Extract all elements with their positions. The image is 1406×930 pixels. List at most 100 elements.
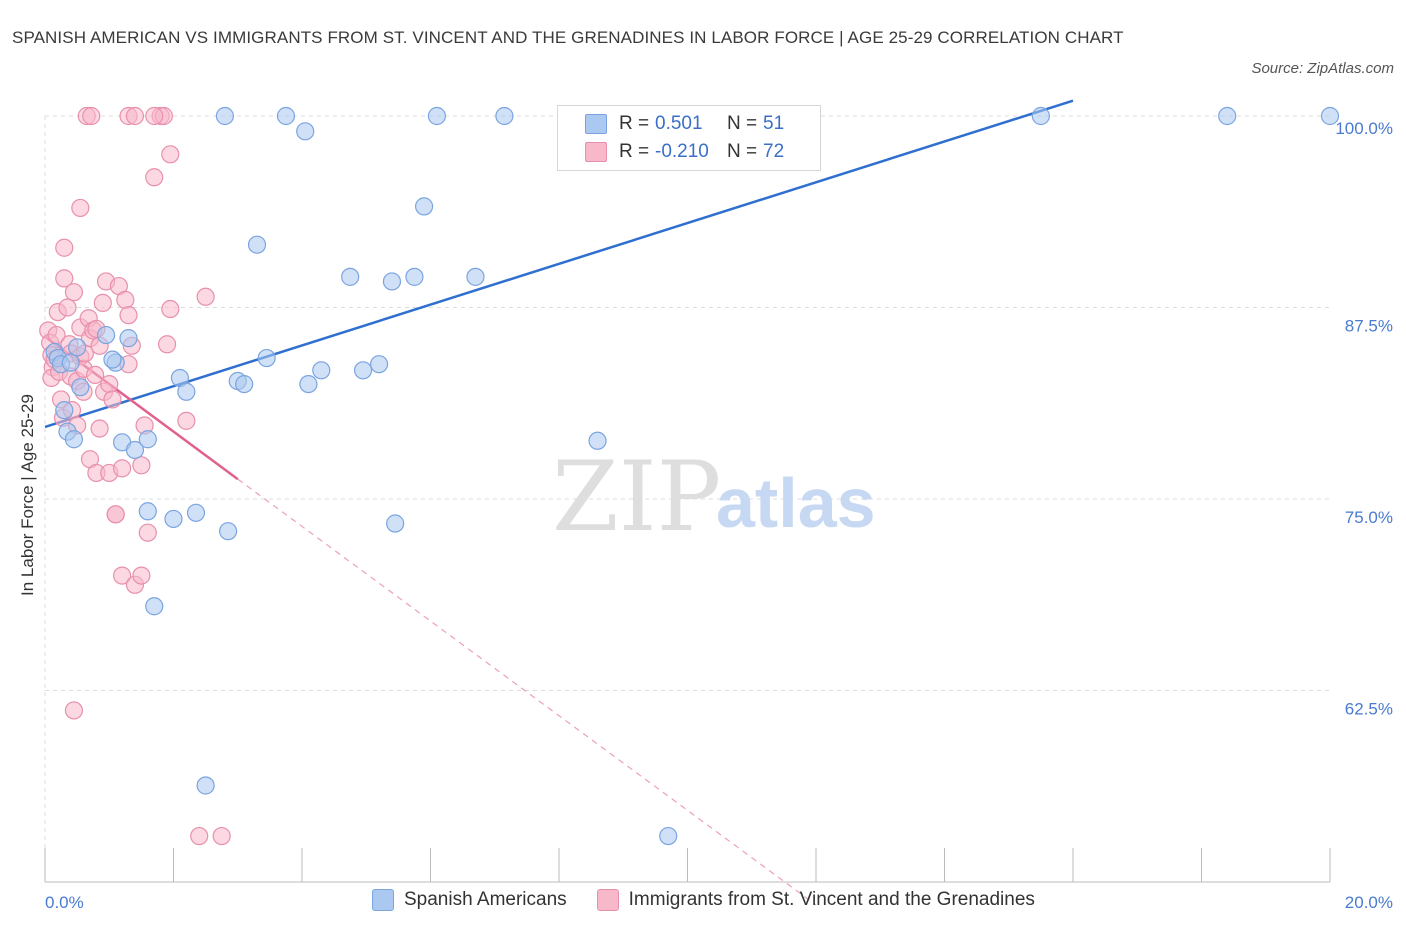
scatter-point [196,287,215,306]
legend-n-label: N = [727,141,758,162]
axes [44,848,1331,883]
legend-label: Immigrants from St. Vincent and the Gren… [628,889,1035,910]
scatter-point [386,514,405,533]
legend-row-vincent: R = -0.210 N = 72 [558,138,784,166]
scatter-point [86,365,105,385]
scatter-point [55,269,74,288]
legend-r-label: R = [619,141,650,162]
data-points [39,106,1340,846]
scatter-point [93,293,112,313]
scatter-point [145,106,164,126]
legend-item-vincent-immigrants[interactable]: Immigrants from St. Vincent and the Gren… [596,889,1035,911]
y-tick-label: 62.5% [1345,700,1393,719]
scatter-point [427,106,447,126]
scatter-point [588,431,607,450]
scatter-point [466,267,485,286]
legend-item-spanish-americans[interactable]: Spanish Americans [372,889,567,911]
scatter-point [414,197,434,216]
scatter-point [55,238,74,257]
trend-line-spanish [44,99,1074,429]
stats-legend: R = 0.501 N = 51 R = -0.210 N = 72 [557,105,821,171]
scatter-point [100,375,119,394]
scatter-point [495,106,514,126]
scatter-point [125,106,145,126]
scatter-point [138,523,157,542]
scatter-point [64,283,84,302]
series-legend: Spanish Americans Immigrants from St. Vi… [372,889,1065,911]
y-tick-label: 100.0% [1335,119,1393,138]
scatter-point [125,440,145,460]
scatter-point [96,325,116,345]
scatter-point [659,826,678,846]
scatter-point [257,348,276,368]
scatter-point [1218,106,1237,126]
legend-swatch-spanish [585,114,607,134]
scatter-point [61,353,80,372]
scatter-point [157,335,177,354]
scatter-point [82,106,101,126]
scatter-point [68,338,87,357]
legend-n-value: 72 [763,141,785,162]
scatter-point [119,329,138,348]
scatter-point [103,350,122,369]
scatter-point [71,378,90,397]
scatter-point [71,198,90,218]
scatter-point [138,430,157,449]
scatter-point [112,566,132,585]
scatter-point [145,597,164,616]
scatter-point [132,456,151,475]
scatter-point [55,401,74,420]
watermark-atlas: atlas [716,464,876,542]
legend-n-label: N = [727,113,758,134]
legend-swatch [596,889,619,911]
scatter-point [145,168,164,187]
scatter-point [370,355,389,374]
legend-swatch-vincent [585,142,607,162]
scatter-point [353,361,373,380]
scatter-point [119,306,138,325]
scatter-point [312,361,331,380]
scatter-point [161,145,180,164]
scatter-point [341,267,360,286]
scatter-point [190,826,209,846]
scatter-point [90,419,109,438]
y-tick-label: 87.5% [1345,317,1393,336]
scatter-point [405,267,424,286]
scatter-point [235,375,254,394]
legend-label: Spanish Americans [404,889,567,910]
scatter-point [247,235,267,254]
scatter-point [212,826,231,846]
legend-r-value: 0.501 [655,113,703,134]
scatter-point [276,106,296,126]
scatter-point [64,701,84,720]
legend-r-value: -0.210 [655,141,709,162]
scatter-point [186,503,206,522]
scatter-point [132,566,151,585]
legend-n-value: 51 [763,113,785,134]
scatter-point [138,502,157,521]
scatter-point [1320,106,1340,126]
scatter-point [1031,106,1050,126]
scatter-point [382,272,402,291]
watermark-zip: ZIP [552,441,721,553]
x-tick-label: 20.0% [1345,893,1393,912]
tick-labels: 62.5% 75.0% 87.5% 100.0% 0.0% 20.0% [45,119,1393,912]
source-label: Source: ZipAtlas.com [1251,60,1394,77]
scatter-point [64,430,84,449]
scatter-point [215,106,234,126]
scatter-point [299,375,318,394]
scatter-point [116,290,135,309]
trend-line-vincent-extrapolated [237,478,817,906]
scatter-point [164,509,183,529]
scatter-point [103,390,122,409]
scatter-point [161,299,180,319]
watermark: ZIP atlas [552,441,876,553]
legend-r-label: R = [619,113,650,134]
x-tick-label: 0.0% [45,893,84,912]
scatter-point [177,411,196,430]
chart-title: SPANISH AMERICAN VS IMMIGRANTS FROM ST. … [12,28,1124,47]
legend-row-spanish: R = 0.501 N = 51 [558,110,784,138]
y-axis-label: In Labor Force | Age 25-29 [18,394,37,596]
scatter-point [58,298,77,317]
scatter-point [112,459,132,478]
